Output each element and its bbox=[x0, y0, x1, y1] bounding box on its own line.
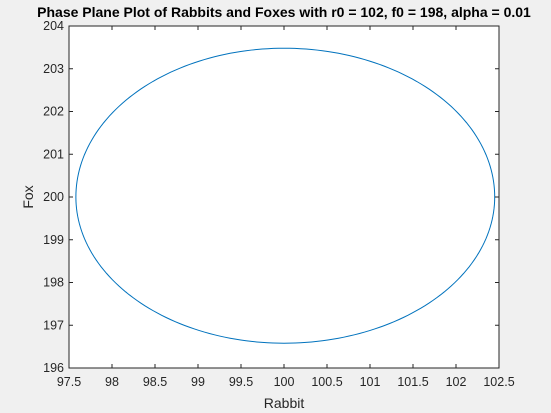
y-tick-label: 197 bbox=[43, 318, 64, 332]
x-axis-label: Rabbit bbox=[264, 395, 305, 411]
y-axis-ticks: 196 197 198 199 200 201 202 203 204 bbox=[43, 19, 499, 375]
x-tick-label: 100.5 bbox=[311, 375, 342, 389]
x-tick-label: 102 bbox=[446, 375, 467, 389]
x-tick-label: 101 bbox=[360, 375, 381, 389]
x-tick-label: 97.5 bbox=[57, 375, 81, 389]
y-tick-label: 204 bbox=[43, 19, 64, 33]
x-axis-ticks: 97.5 98 98.5 99 99.5 100 100.5 101 101.5 102 102.5 bbox=[57, 26, 515, 389]
x-tick-label: 98 bbox=[105, 375, 119, 389]
chart-title: Phase Plane Plot of Rabbits and Foxes wi… bbox=[37, 4, 531, 20]
x-tick-label: 102.5 bbox=[483, 375, 514, 389]
axes-background bbox=[69, 26, 499, 368]
x-tick-label: 98.5 bbox=[143, 375, 167, 389]
x-tick-label: 99.5 bbox=[229, 375, 253, 389]
y-tick-label: 198 bbox=[43, 276, 64, 290]
y-tick-label: 199 bbox=[43, 233, 64, 247]
plot-series-group bbox=[75, 47, 496, 344]
y-tick-label: 196 bbox=[43, 361, 64, 375]
y-tick-label: 203 bbox=[43, 62, 64, 76]
y-tick-label: 202 bbox=[43, 105, 64, 119]
x-tick-label: 99 bbox=[191, 375, 205, 389]
x-tick-label: 101.5 bbox=[397, 375, 428, 389]
y-axis-label: Fox bbox=[20, 185, 36, 208]
x-tick-label: 100 bbox=[274, 375, 295, 389]
series-line bbox=[75, 47, 496, 344]
y-tick-label: 200 bbox=[43, 190, 64, 204]
y-tick-label: 201 bbox=[43, 147, 64, 161]
